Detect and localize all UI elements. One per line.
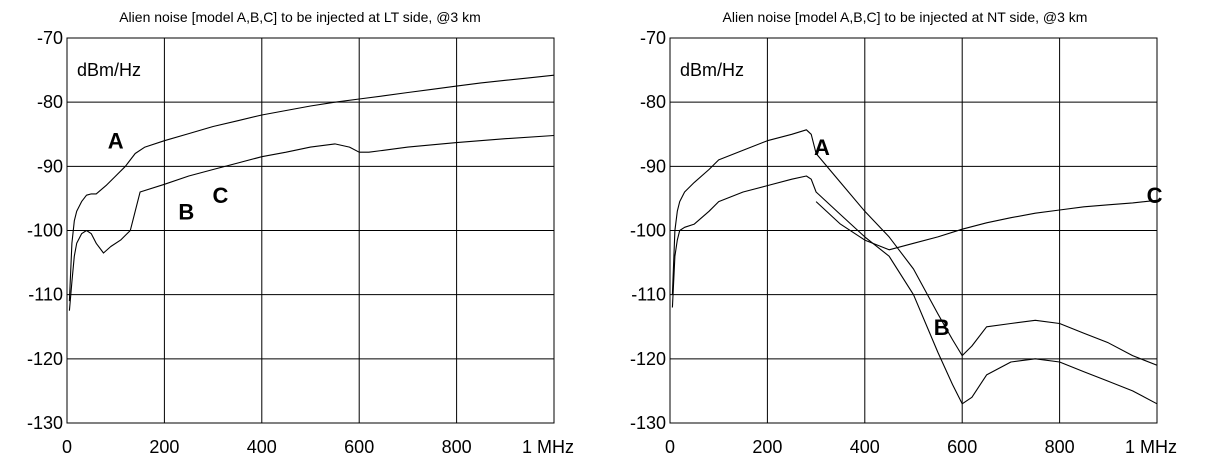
series-line-b [68,134,555,311]
chart-title: Alien noise [model A,B,C] to be injected… [723,9,1088,25]
x-tick-label: 800 [1045,437,1075,457]
series-label-b: B [178,199,194,224]
series-line-c [815,199,1158,251]
y-tick-label: -120 [630,349,666,369]
y-tick-label: -90 [37,156,63,176]
y-tick-label: -110 [28,285,63,305]
y-tick-label: -120 [27,349,63,369]
y-tick-label: -70 [640,28,666,48]
chart-nt-side: Alien noise [model A,B,C] to be injected… [630,9,1177,457]
series-label-a: A [108,129,124,154]
y-tick-label: -130 [630,413,666,433]
y-tick-labels: -70 -80 -90 -100 -110 -120 -130 [630,28,666,433]
series-line-a [68,74,555,302]
y-tick-labels: -70 -80 -90 -100 -110 -120 -130 [27,28,63,433]
y-unit-label: dBm/Hz [77,60,141,80]
y-tick-label: -90 [640,156,666,176]
x-tick-label: 400 [247,437,277,457]
series-label-c: C [1147,183,1163,208]
x-tick-label: 200 [752,437,782,457]
y-unit-label: dBm/Hz [680,60,744,80]
grid [670,38,1157,423]
x-tick-label: 800 [442,437,472,457]
series-label-a: A [814,135,830,160]
y-tick-label: -130 [27,413,63,433]
series-labels: A B C [814,135,1163,340]
series-labels: A B C [108,129,229,225]
x-tick-label: 1 MHz [1125,437,1177,457]
x-tick-label: 200 [149,437,179,457]
y-tick-label: -70 [37,28,63,48]
x-tick-label: 1 MHz [522,437,574,457]
y-tick-label: -100 [27,221,63,241]
x-tick-label: 0 [62,437,72,457]
y-tick-label: -110 [631,285,666,305]
grid [67,38,554,423]
plot-frame [66,37,555,424]
x-tick-label: 600 [344,437,374,457]
x-tick-label: 400 [850,437,880,457]
series-label-c: C [212,183,228,208]
series-line-a [671,129,1158,366]
plot-frame [669,37,1158,424]
y-tick-label: -80 [640,92,666,112]
series-lines [671,129,1158,405]
y-tick-label: -80 [37,92,63,112]
series-line-b [671,175,1158,405]
series-label-b: B [934,315,950,340]
series-lines [68,74,555,311]
x-tick-labels: 0 200 400 600 800 1 MHz [665,437,1177,457]
x-tick-label: 600 [947,437,977,457]
y-tick-label: -100 [630,221,666,241]
chart-lt-side: Alien noise [model A,B,C] to be injected… [27,9,574,457]
x-tick-labels: 0 200 400 600 800 1 MHz [62,437,574,457]
x-tick-label: 0 [665,437,675,457]
chart-title: Alien noise [model A,B,C] to be injected… [119,9,481,25]
